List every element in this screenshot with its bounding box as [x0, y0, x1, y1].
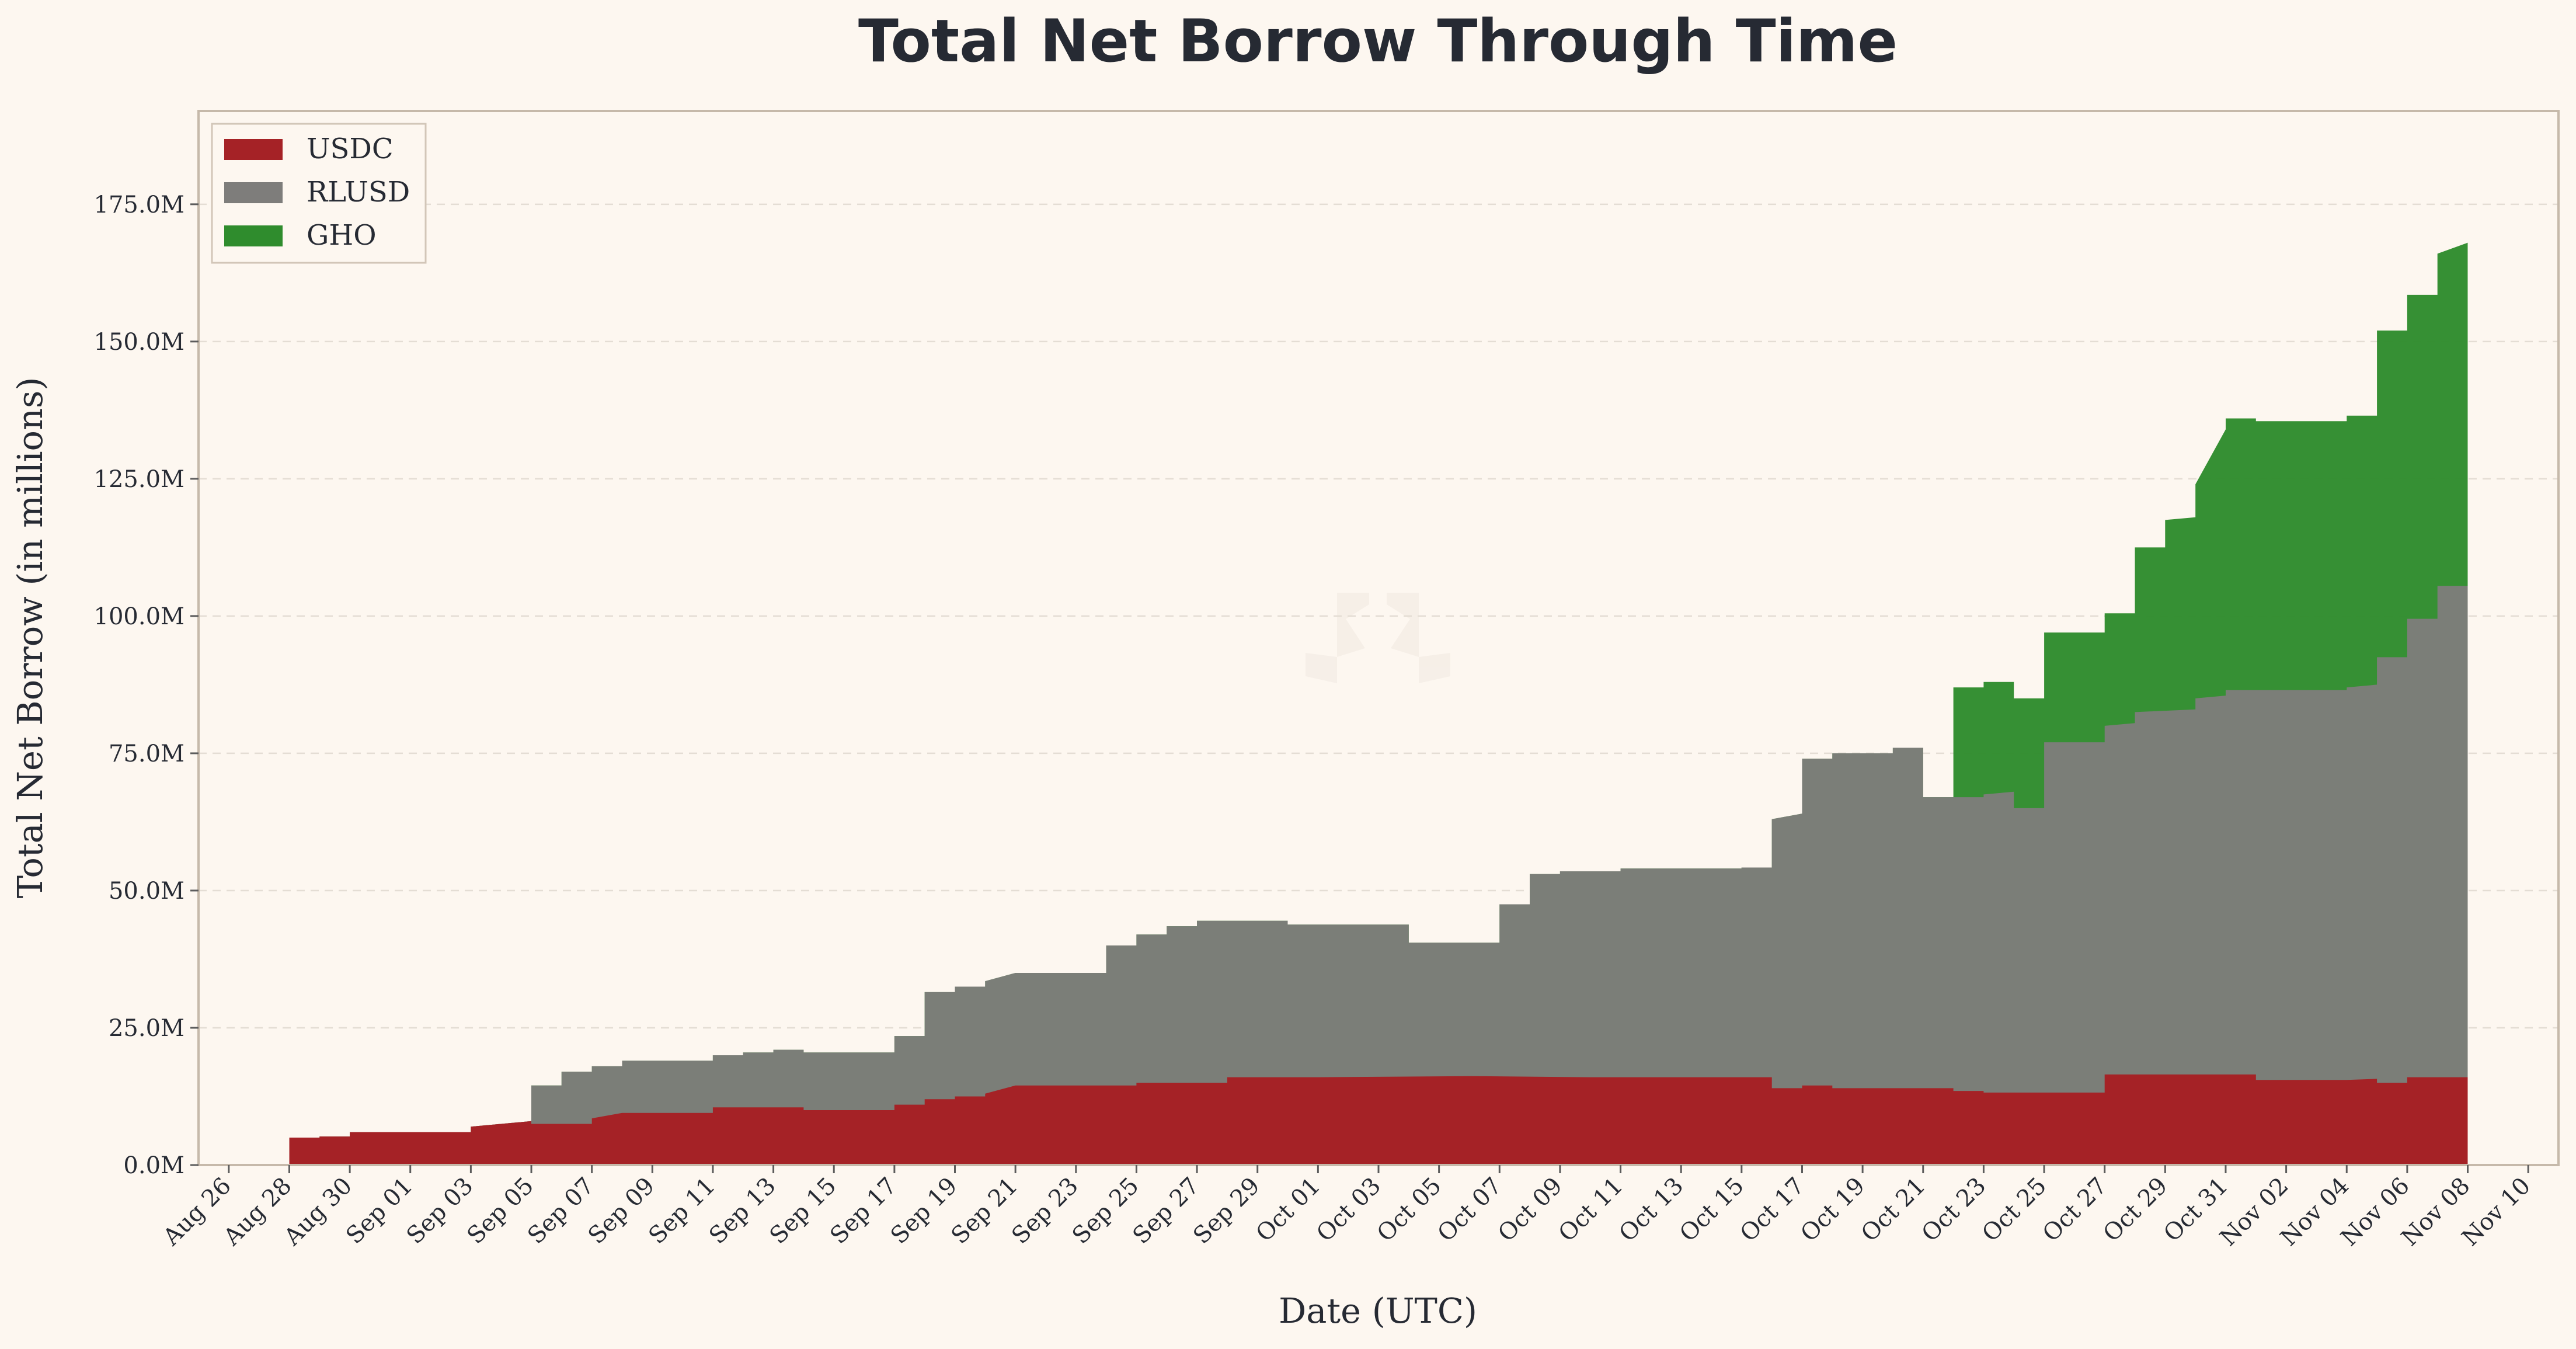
x-tick-label: Sep 19 [886, 1173, 963, 1250]
y-tick-label: 75.0M [109, 740, 185, 767]
x-tick-label: Sep 07 [523, 1173, 600, 1250]
x-tick-label: Oct 29 [2098, 1173, 2173, 1247]
x-tick-label: Oct 07 [1432, 1173, 1507, 1247]
y-axis-title: Total Net Borrow (in millions) [10, 377, 50, 899]
y-tick-label: 175.0M [94, 192, 185, 218]
y-axis-ticks: 0.0M 25.0M 50.0M 75.0M 100.0M 125.0M 150.0M 175… [94, 192, 199, 1179]
x-tick-label: Sep 09 [583, 1173, 660, 1250]
x-tick-label: Oct 13 [1614, 1173, 1689, 1247]
x-tick-label: Sep 17 [825, 1173, 902, 1250]
legend-label-gho: GHO [307, 219, 377, 252]
x-tick-label: Sep 23 [1007, 1173, 1084, 1250]
legend-label-usdc: USDC [307, 133, 394, 165]
x-tick-label: Oct 11 [1554, 1173, 1628, 1247]
chart-title: Total Net Borrow Through Time [858, 6, 1898, 75]
y-tick-label: 150.0M [94, 329, 185, 356]
legend-items: USDC RLUSD GHO [224, 133, 410, 252]
legend: USDC RLUSD GHO [211, 123, 427, 264]
legend-swatch-usdc [224, 139, 283, 160]
y-tick-label: 100.0M [94, 603, 185, 630]
y-tick-label: 125.0M [94, 466, 185, 493]
x-tick-label: Sep 25 [1067, 1173, 1144, 1250]
x-tick-label: Nov 10 [2457, 1173, 2536, 1251]
x-tick-label: Oct 19 [1795, 1173, 1870, 1247]
area-layer [289, 160, 2468, 1166]
x-tick-label: Aug 30 [279, 1173, 357, 1251]
x-tick-label: Oct 01 [1251, 1173, 1326, 1247]
x-tick-label: Sep 13 [704, 1173, 781, 1250]
x-tick-label: Oct 03 [1311, 1173, 1386, 1247]
x-tick-label: Oct 21 [1856, 1173, 1931, 1247]
x-tick-label: Sep 11 [643, 1173, 720, 1250]
area-rlusd [289, 586, 2468, 1165]
x-tick-label: Sep 15 [765, 1173, 842, 1250]
x-tick-label: Oct 09 [1493, 1173, 1568, 1247]
x-tick-label: Oct 05 [1372, 1173, 1447, 1247]
legend-swatch-rlusd [224, 182, 283, 203]
x-tick-label: Aug 26 [158, 1173, 236, 1251]
watermark-logo [1306, 593, 1450, 683]
legend-swatch-gho [224, 225, 283, 246]
area-usdc [289, 1066, 2468, 1165]
x-tick-label: Aug 28 [218, 1173, 297, 1251]
x-tick-label: Sep 05 [462, 1173, 539, 1250]
y-tick-label: 50.0M [109, 878, 185, 905]
x-tick-label: Oct 23 [1917, 1173, 1992, 1247]
legend-label-rlusd: RLUSD [307, 176, 410, 208]
x-tick-label: Sep 27 [1127, 1173, 1205, 1250]
x-tick-label: Oct 27 [2038, 1173, 2112, 1247]
grid-layer [199, 203, 2558, 1029]
y-tick-label: 25.0M [109, 1015, 185, 1042]
x-tick-label: Sep 21 [946, 1173, 1023, 1250]
x-tick-label: Sep 01 [341, 1173, 418, 1250]
x-tick-label: Oct 17 [1735, 1173, 1810, 1247]
x-tick-label: Sep 03 [402, 1173, 479, 1250]
x-tick-label: Oct 25 [1977, 1173, 2052, 1247]
x-axis-title: Date (UTC) [1279, 1291, 1477, 1331]
x-tick-label: Oct 15 [1675, 1173, 1749, 1247]
x-tick-label: Sep 29 [1188, 1173, 1265, 1250]
y-tick-label: 0.0M [123, 1152, 185, 1179]
